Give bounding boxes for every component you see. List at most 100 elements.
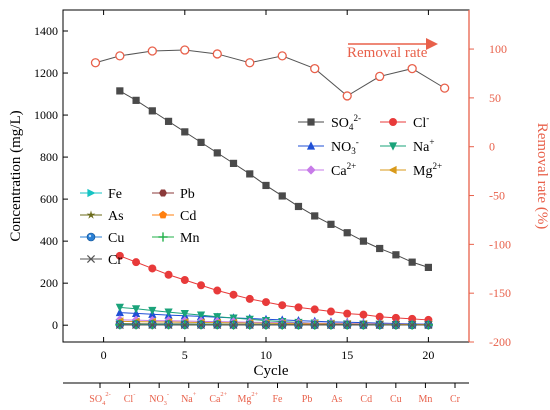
legend-marker [86, 210, 96, 219]
y-tick-label: 1000 [34, 108, 58, 122]
data-point [115, 320, 124, 330]
bottom-category-label: Cl- [124, 391, 136, 405]
y2-tick-label: -50 [489, 189, 505, 203]
legend: Fe Pb As Cd Cu Mn Cr SO42- Cl- NO3- Na+ Ca2+ Mg2+ [80, 113, 442, 268]
legend-label: NO3- [331, 137, 359, 156]
data-point [213, 286, 222, 295]
data-point [408, 258, 416, 266]
bottom-category-label: Na+ [181, 391, 197, 405]
x-tick-label: 10 [260, 348, 272, 362]
data-point [164, 320, 173, 330]
y2-tick-label: 50 [489, 91, 501, 105]
data-point [408, 314, 417, 323]
data-point [262, 298, 270, 307]
y-tick-label: 400 [40, 234, 58, 248]
removal-rate-point [439, 83, 450, 93]
data-point [132, 96, 140, 104]
data-point [213, 149, 221, 157]
removal-rate-point [375, 71, 385, 82]
data-point [310, 320, 319, 330]
data-point [278, 192, 286, 200]
legend-marker [158, 232, 168, 242]
legend-label: As [108, 209, 124, 224]
legend-item-so4-2-: SO42- [298, 113, 361, 132]
annotation-arrow-head [426, 38, 438, 50]
series-cl- [115, 251, 433, 324]
removal-rate-point [310, 63, 320, 74]
legend-label: Pb [180, 187, 195, 202]
y2-tick-label: 100 [489, 42, 507, 56]
data-point [148, 107, 156, 115]
data-point [164, 308, 173, 317]
data-point [327, 220, 335, 228]
data-point [132, 320, 141, 330]
data-point [343, 309, 352, 318]
removal-rate-point [180, 45, 190, 55]
data-point [311, 212, 319, 220]
data-point [197, 320, 206, 330]
y-tick-label: 0 [52, 318, 58, 332]
data-point [261, 320, 271, 330]
legend-item-cr: Cr [80, 253, 122, 268]
x-tick-label: 0 [101, 348, 107, 362]
legend-label: Ca2+ [331, 161, 356, 179]
data-point [196, 311, 206, 320]
legend-label: Cd [180, 209, 196, 224]
data-point [376, 244, 384, 253]
data-point [392, 251, 400, 259]
data-point [262, 181, 270, 190]
y-tick-label: 1200 [34, 66, 58, 80]
data-point [197, 138, 205, 146]
data-point [229, 290, 238, 299]
data-point [391, 320, 400, 330]
data-point [278, 301, 287, 310]
data-point [424, 263, 432, 272]
data-point [391, 313, 400, 322]
data-point [359, 310, 368, 319]
legend-item-mg2-: Mg2+ [380, 161, 442, 179]
data-point [148, 264, 157, 273]
y-tick-label: 800 [40, 150, 58, 164]
data-point [343, 229, 351, 237]
data-point [164, 117, 173, 125]
legend-marker-highlight [88, 234, 92, 238]
series-na- [115, 303, 433, 330]
bottom-category-label: NO3- [149, 391, 169, 407]
data-point [115, 251, 124, 260]
removal-rate-line [95, 49, 445, 97]
data-point [375, 312, 384, 321]
data-point [115, 307, 124, 317]
legend-label: Fe [108, 187, 122, 202]
data-point [132, 258, 141, 267]
x-tick-label: 20 [422, 348, 434, 362]
legend-marker [86, 232, 96, 242]
data-point [310, 305, 319, 314]
data-point [294, 202, 303, 211]
legend-label: Cl- [413, 113, 429, 131]
legend-marker [307, 118, 315, 126]
bottom-category-label: Mn [418, 394, 432, 405]
y-tick-label: 1400 [34, 24, 58, 38]
data-point [115, 303, 124, 312]
legend-item-pb: Pb [152, 187, 195, 202]
removal-rate-point [342, 91, 352, 101]
y2-axis-label: Removal rate (%) [534, 123, 550, 230]
legend-marker [389, 118, 397, 126]
legend-item-mn: Mn [152, 231, 199, 246]
data-point [148, 320, 157, 330]
legend-marker [306, 141, 316, 150]
removal-rate-point [147, 46, 157, 56]
legend-marker [159, 189, 167, 197]
data-point [148, 306, 157, 316]
bottom-category-label: Ca2+ [209, 391, 227, 405]
data-point [197, 281, 206, 290]
removal-rate-annotation: Removal rate [347, 45, 428, 61]
removal-rate-point [277, 51, 287, 61]
series-cr [115, 320, 433, 330]
x-tick-label: 15 [341, 348, 353, 362]
legend-marker [388, 142, 398, 151]
bottom-category-label: Cu [390, 394, 402, 405]
data-point [408, 320, 417, 330]
legend-marker [87, 188, 96, 198]
